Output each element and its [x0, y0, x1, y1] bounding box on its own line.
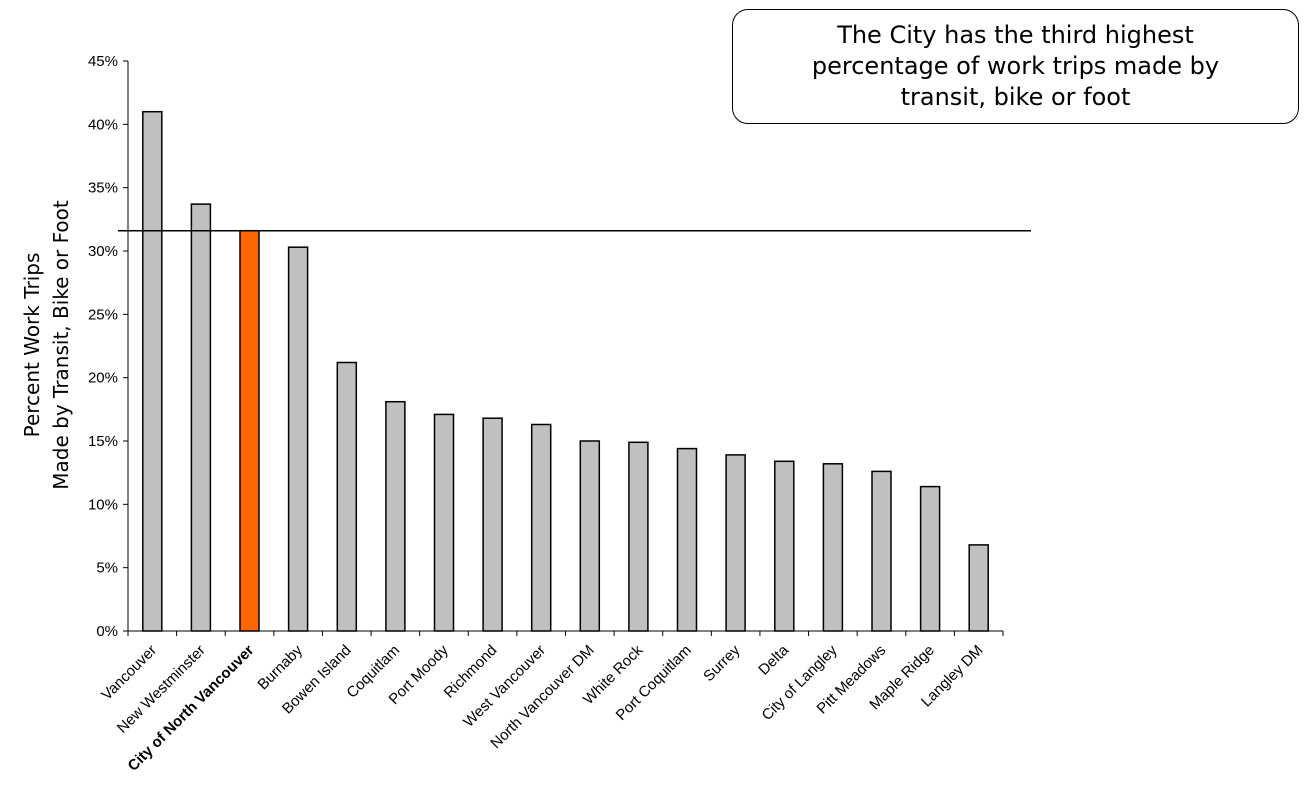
callout-box: The City has the third highest percentag… [732, 9, 1299, 124]
bar [336, 361, 358, 632]
bar [482, 417, 503, 632]
x-category-label: Surrey [700, 641, 744, 685]
bar [385, 400, 406, 632]
bar [287, 246, 309, 632]
bar [676, 447, 698, 632]
y-axis: 0% 5% 10% 15% 20% 25% 30% 35% 40% 45% [88, 53, 129, 640]
y-tick-label: 20% [88, 370, 118, 387]
y-tick-label: 0% [96, 623, 118, 640]
y-tick-label: 25% [88, 306, 118, 323]
bar [142, 110, 163, 632]
bar [433, 413, 455, 632]
y-tick-label: 35% [88, 180, 118, 197]
y-tick-label: 10% [88, 496, 118, 513]
bar [628, 441, 649, 632]
bar [530, 423, 552, 632]
bar [579, 440, 601, 632]
bar [919, 485, 941, 632]
x-category-label: New Westminster [114, 642, 209, 737]
x-category-label: West Vancouver [460, 642, 549, 731]
y-tick-label: 30% [88, 243, 118, 260]
y-axis-title-line1: Percent Work Trips [20, 253, 44, 438]
y-tick-label: 15% [88, 433, 118, 450]
y-axis-title-line2: Made by Transit, Bike or Foot [49, 200, 73, 490]
x-category-label: Delta [755, 641, 792, 678]
y-axis-title: Percent Work Trips Made by Transit, Bike… [20, 200, 73, 490]
bar [239, 229, 260, 632]
bar [725, 454, 746, 632]
y-tick-label: 45% [88, 53, 118, 70]
bar-series [142, 110, 989, 632]
bar [774, 460, 795, 632]
bar [871, 470, 892, 632]
bar [190, 203, 212, 632]
callout-text: The City has the third highest percentag… [811, 21, 1220, 111]
y-tick-label: 5% [96, 560, 118, 577]
y-tick-label: 40% [88, 116, 118, 133]
bar [822, 463, 844, 632]
bar [968, 544, 989, 632]
